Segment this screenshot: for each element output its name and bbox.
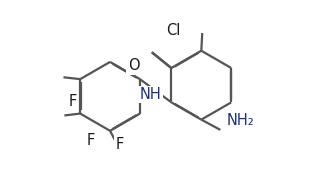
Text: F: F: [69, 94, 77, 109]
Text: F: F: [87, 133, 95, 148]
Text: F: F: [116, 137, 124, 152]
Text: Cl: Cl: [166, 23, 181, 38]
Text: NH₂: NH₂: [226, 113, 254, 128]
Text: NH: NH: [140, 87, 161, 102]
Text: O: O: [128, 58, 140, 73]
